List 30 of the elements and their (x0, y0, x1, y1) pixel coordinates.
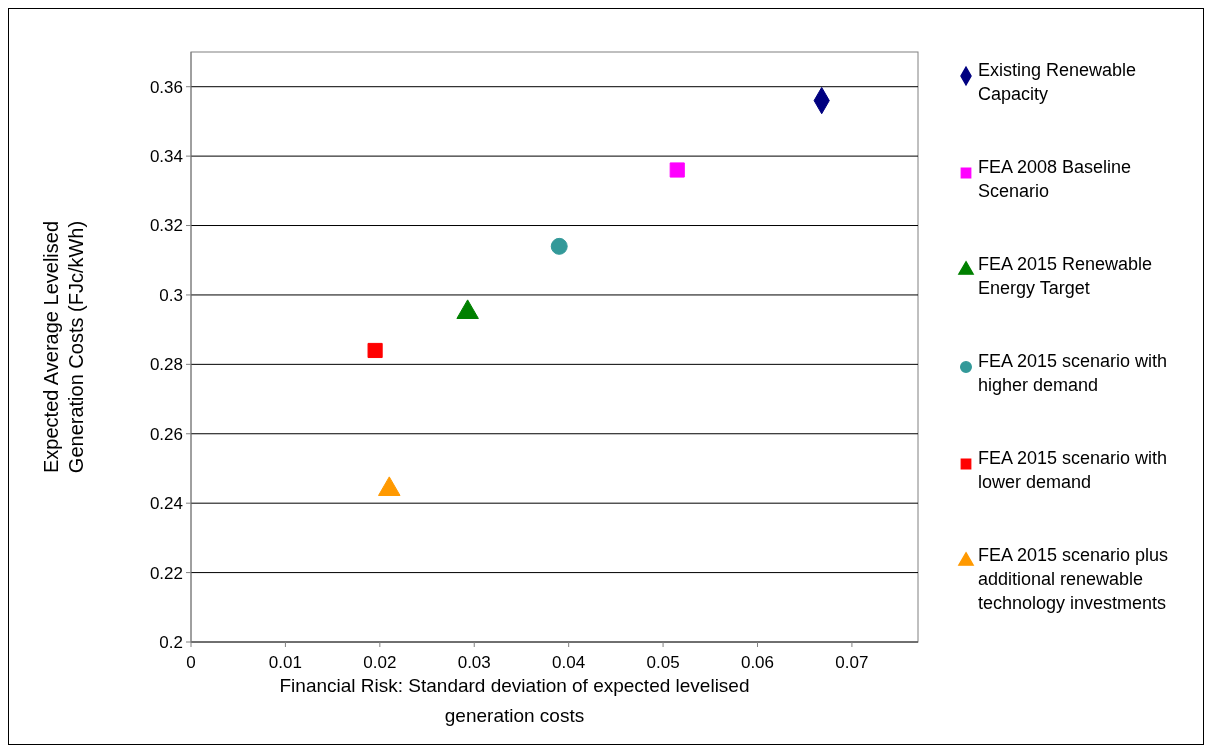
x-tick-label: 0.03 (457, 653, 491, 672)
x-tick-label: 0 (186, 653, 196, 672)
point (367, 342, 383, 359)
y-tick-label: 0.24 (149, 494, 183, 514)
y-tick-label: 0.32 (149, 216, 183, 236)
legend-label: FEA 2015 scenario with lower demand (978, 448, 1168, 492)
point (378, 476, 401, 496)
legend-label: Existing Renewable Capacity (978, 60, 1137, 104)
legend-label: FEA 2015 Renewable Energy Target (978, 254, 1153, 298)
point (550, 237, 568, 255)
legend-label: FEA 2015 scenario plus additional renewable technology investments (978, 545, 1169, 613)
legend-label: FEA 2015 scenario with higher demand (978, 351, 1168, 395)
point (456, 299, 479, 319)
y-tick-label: 0.36 (149, 77, 183, 97)
x-tick-label: 0.04 (552, 653, 586, 672)
y-tick-label: 0.22 (149, 563, 183, 583)
y-tick-label: 0.26 (149, 424, 183, 444)
y-tick-label: 0.28 (149, 355, 183, 375)
y-tick-label: 0.3 (159, 285, 183, 305)
y-axis-title: Expected Average Levelised Generation Costs (FJc/kWh) (40, 220, 87, 474)
x-tick-label: 0.02 (363, 653, 397, 672)
x-tick-label: 0.06 (740, 653, 775, 672)
x-axis-title: Financial Risk: Standard deviation of expected levelised generation costs (279, 675, 750, 726)
y-tick-label: 0.34 (149, 147, 183, 167)
x-tick-label: 0.07 (835, 653, 869, 672)
legend-label: FEA 2008 Baseline Scenario (978, 157, 1132, 201)
y-tick-label: 0.2 (159, 632, 183, 652)
x-tick-label: 0.01 (268, 653, 302, 672)
point (669, 162, 685, 178)
x-tick-label: 0.05 (646, 653, 680, 672)
